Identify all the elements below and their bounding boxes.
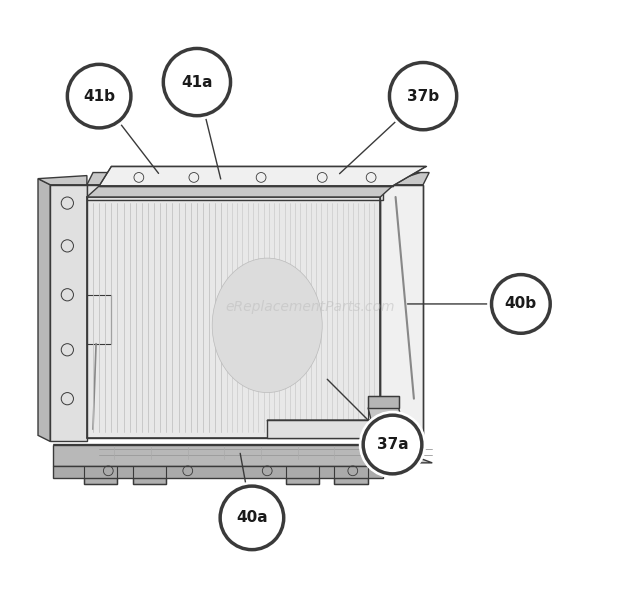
Text: 37a: 37a bbox=[377, 437, 409, 452]
Circle shape bbox=[360, 411, 425, 478]
Polygon shape bbox=[133, 466, 166, 484]
Circle shape bbox=[216, 483, 288, 553]
Text: 40a: 40a bbox=[236, 510, 268, 526]
Text: 41a: 41a bbox=[181, 74, 213, 90]
Polygon shape bbox=[87, 186, 392, 197]
Circle shape bbox=[64, 61, 135, 131]
Polygon shape bbox=[38, 179, 50, 441]
Text: 41b: 41b bbox=[83, 88, 115, 104]
Polygon shape bbox=[368, 408, 405, 432]
Circle shape bbox=[488, 271, 554, 337]
Polygon shape bbox=[84, 466, 117, 484]
Polygon shape bbox=[87, 173, 420, 185]
Circle shape bbox=[159, 45, 234, 119]
Polygon shape bbox=[380, 185, 423, 438]
Polygon shape bbox=[53, 445, 383, 466]
Circle shape bbox=[386, 59, 461, 133]
Polygon shape bbox=[286, 466, 319, 484]
Polygon shape bbox=[380, 173, 429, 185]
Text: eReplacementParts.com: eReplacementParts.com bbox=[225, 300, 395, 314]
Ellipse shape bbox=[212, 258, 322, 392]
Polygon shape bbox=[38, 176, 87, 185]
Polygon shape bbox=[87, 185, 383, 200]
Polygon shape bbox=[267, 420, 392, 438]
Polygon shape bbox=[368, 395, 399, 408]
Polygon shape bbox=[53, 445, 432, 463]
Text: 37b: 37b bbox=[407, 88, 439, 104]
Text: 40b: 40b bbox=[505, 297, 537, 311]
Polygon shape bbox=[99, 166, 426, 186]
Polygon shape bbox=[53, 466, 383, 478]
Polygon shape bbox=[334, 466, 368, 484]
Polygon shape bbox=[267, 420, 420, 429]
Polygon shape bbox=[87, 197, 380, 438]
Polygon shape bbox=[87, 295, 112, 344]
Polygon shape bbox=[50, 185, 87, 441]
